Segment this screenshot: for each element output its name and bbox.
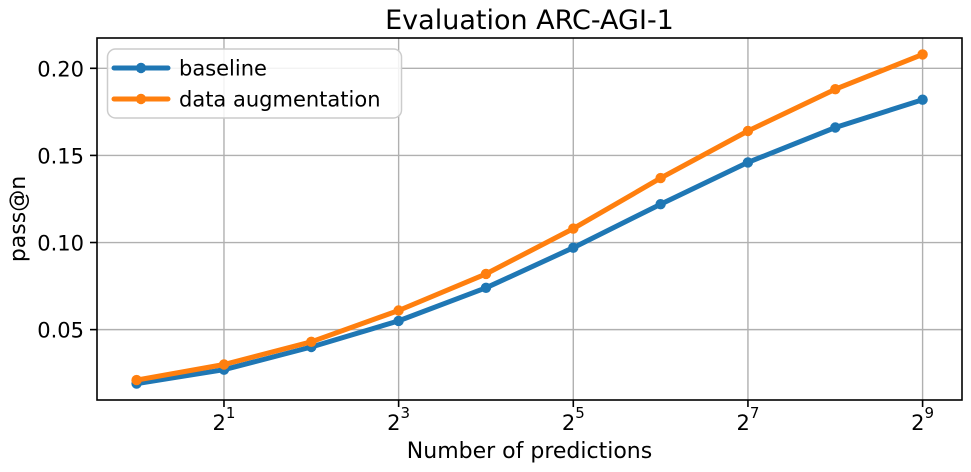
legend-marker [135,62,147,74]
x-tick-label: 27 [736,404,759,435]
data-point-baseline [393,315,404,327]
legend-marker [135,93,147,105]
series-line-data-augmentation [134,51,926,383]
data-point-data-augmentation [830,84,841,95]
data-point-baseline [917,94,928,105]
legend: baseline data augmentation [106,48,403,119]
data-point-baseline [830,122,841,133]
data-point-data-augmentation [131,374,142,386]
plot-border [96,37,963,401]
y-tick-label: 0.20 [37,57,84,81]
axis-ticks: 21 23 25 27 29 0.05 0.10 0.15 0.20 [37,57,934,435]
legend-label: baseline [179,57,267,81]
data-point-data-augmentation [917,49,928,60]
x-tick-label: 25 [562,404,585,435]
data-point-data-augmentation [480,268,492,280]
data-point-data-augmentation [742,125,754,137]
x-axis-label: Number of predictions [407,439,652,464]
y-tick-label: 0.15 [37,144,84,168]
data-point-data-augmentation [306,336,317,347]
series-layer [131,49,928,389]
data-point-data-augmentation [568,223,579,234]
data-point-data-augmentation [393,305,404,316]
data-point-baseline [568,242,579,253]
y-axis-label: pass@n [6,176,31,262]
x-tick-label: 21 [213,404,236,435]
data-point-baseline [480,282,492,293]
legend-box [106,48,403,119]
y-tick-label: 0.10 [37,232,84,256]
data-point-data-augmentation [218,359,230,370]
legend-label: data augmentation [179,88,381,112]
x-tick-label: 23 [387,404,410,435]
data-point-baseline [655,199,666,210]
x-tick-label: 29 [911,404,934,435]
series-line-baseline [134,97,926,387]
y-tick-label: 0.05 [37,319,84,343]
data-point-data-augmentation [655,172,666,184]
data-point-baseline [742,157,754,168]
chart-title: Evaluation ARC-AGI-1 [385,5,674,36]
